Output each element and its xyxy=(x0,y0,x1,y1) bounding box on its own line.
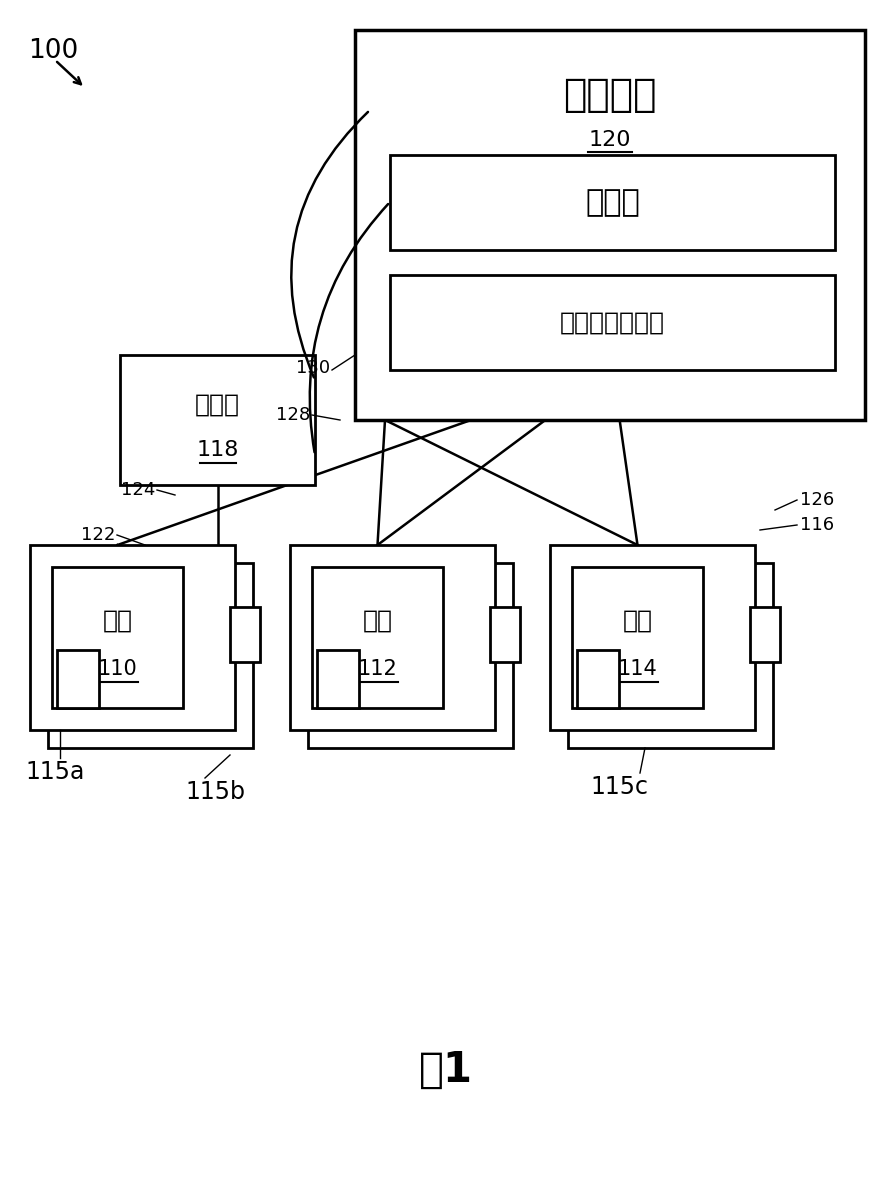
Bar xyxy=(390,155,835,250)
Text: 计时器: 计时器 xyxy=(195,393,240,417)
Bar xyxy=(308,563,513,748)
Text: 114: 114 xyxy=(618,659,657,679)
Text: 主机: 主机 xyxy=(363,609,393,632)
Text: 126: 126 xyxy=(800,491,834,509)
Text: 116: 116 xyxy=(800,516,834,534)
Text: 118: 118 xyxy=(196,439,238,460)
Bar xyxy=(120,355,315,485)
Bar xyxy=(572,567,703,707)
Bar xyxy=(52,567,183,707)
Bar xyxy=(312,567,443,707)
Text: 122: 122 xyxy=(80,526,115,544)
Bar xyxy=(490,607,520,662)
Bar xyxy=(390,275,835,370)
Text: 耦合设备: 耦合设备 xyxy=(563,76,656,114)
Bar xyxy=(230,607,260,662)
Text: 115c: 115c xyxy=(590,775,648,799)
Text: 120: 120 xyxy=(588,130,631,150)
Text: 110: 110 xyxy=(97,659,138,679)
Text: 100: 100 xyxy=(28,38,79,64)
Bar xyxy=(30,545,235,730)
Text: 124: 124 xyxy=(121,481,155,499)
Text: 130: 130 xyxy=(296,358,330,378)
Bar xyxy=(355,30,865,420)
Bar xyxy=(57,650,99,707)
Text: 112: 112 xyxy=(357,659,397,679)
Text: 处理器: 处理器 xyxy=(585,188,640,217)
Bar xyxy=(577,650,619,707)
Text: 115a: 115a xyxy=(25,760,84,784)
Text: 主机: 主机 xyxy=(622,609,653,632)
Bar xyxy=(750,607,780,662)
Bar xyxy=(317,650,359,707)
Text: 高速缓冲存储器: 高速缓冲存储器 xyxy=(560,311,665,335)
Bar xyxy=(568,563,773,748)
Text: 主机: 主机 xyxy=(103,609,132,632)
Text: 115b: 115b xyxy=(185,780,245,804)
Bar xyxy=(550,545,755,730)
Text: 图1: 图1 xyxy=(419,1049,473,1091)
Bar xyxy=(48,563,253,748)
Bar xyxy=(290,545,495,730)
Text: 128: 128 xyxy=(276,406,310,424)
